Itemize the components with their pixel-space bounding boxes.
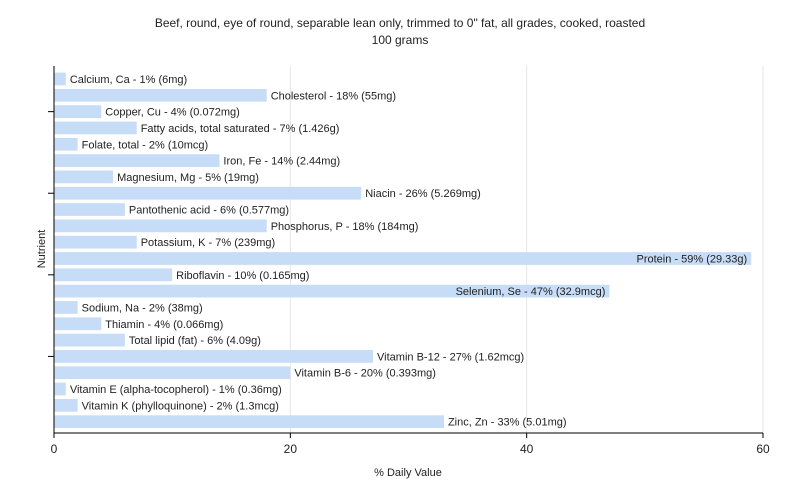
chart-title: Beef, round, eye of round, separable lea… bbox=[155, 16, 645, 30]
x-tick-label: 0 bbox=[51, 442, 58, 456]
bar-label: Phosphorus, P - 18% (184mg) bbox=[271, 221, 419, 233]
bar-label: Zinc, Zn - 33% (5.01mg) bbox=[448, 417, 567, 429]
bar-label: Niacin - 26% (5.269mg) bbox=[365, 188, 481, 200]
bar-label: Vitamin K (phylloquinone) - 2% (1.3mcg) bbox=[82, 400, 279, 412]
x-tick-label: 20 bbox=[284, 442, 298, 456]
bar bbox=[54, 284, 610, 298]
bar bbox=[54, 301, 78, 314]
chart-subtitle: 100 grams bbox=[372, 33, 429, 47]
bar bbox=[54, 219, 267, 233]
axes: 0 20 40 60 bbox=[48, 66, 770, 456]
bar-label: Folate, total - 2% (10mcg) bbox=[82, 139, 209, 151]
bar bbox=[54, 121, 137, 135]
x-tick-label: 60 bbox=[756, 442, 770, 456]
y-axis-label: Nutrient bbox=[36, 230, 48, 269]
bar bbox=[54, 317, 102, 331]
bar-label: Calcium, Ca - 1% (6mg) bbox=[70, 74, 187, 86]
x-tick-label: 40 bbox=[520, 442, 534, 456]
bar bbox=[54, 170, 114, 184]
bar-label: Vitamin B-6 - 20% (0.393mg) bbox=[294, 368, 436, 380]
bar-label: Magnesium, Mg - 5% (19mg) bbox=[117, 172, 259, 184]
bar-label: Vitamin E (alpha-tocopherol) - 1% (0.36m… bbox=[70, 384, 282, 396]
bar-label: Copper, Cu - 4% (0.072mg) bbox=[105, 107, 240, 119]
bar-label: Cholesterol - 18% (55mg) bbox=[271, 90, 396, 102]
bar-label: Fatty acids, total saturated - 7% (1.426… bbox=[141, 123, 340, 135]
bar bbox=[54, 137, 78, 151]
bar bbox=[54, 105, 102, 119]
bar bbox=[54, 235, 137, 249]
bar-label: Riboflavin - 10% (0.165mg) bbox=[176, 270, 309, 282]
bar bbox=[54, 382, 66, 396]
bar-label: Iron, Fe - 14% (2.44mg) bbox=[223, 156, 340, 168]
bars: Calcium, Ca - 1% (6mg) Cholesterol - 18% … bbox=[54, 72, 752, 429]
bar-label: Thiamin - 4% (0.066mg) bbox=[105, 319, 223, 331]
bar bbox=[54, 415, 444, 429]
bar bbox=[54, 203, 125, 216]
bar-label: Vitamin B-12 - 27% (1.62mcg) bbox=[377, 351, 524, 363]
x-axis-label: % Daily Value bbox=[374, 467, 442, 479]
bar-label: Total lipid (fat) - 6% (4.09g) bbox=[129, 335, 261, 347]
bar bbox=[54, 88, 267, 102]
bar bbox=[54, 252, 752, 265]
bar bbox=[54, 268, 173, 282]
bar bbox=[54, 398, 78, 412]
bar bbox=[54, 154, 220, 167]
bar bbox=[54, 350, 374, 363]
bar bbox=[54, 186, 362, 200]
bar-label: Selenium, Se - 47% (32.9mcg) bbox=[456, 286, 606, 298]
bar-label: Potassium, K - 7% (239mg) bbox=[141, 237, 276, 249]
bar-label: Protein - 59% (29.33g) bbox=[637, 254, 748, 266]
bar bbox=[54, 366, 291, 380]
bar-label: Pantothenic acid - 6% (0.577mg) bbox=[129, 205, 289, 217]
bar bbox=[54, 333, 125, 347]
bar-label: Sodium, Na - 2% (38mg) bbox=[82, 302, 203, 314]
bar bbox=[54, 72, 66, 86]
